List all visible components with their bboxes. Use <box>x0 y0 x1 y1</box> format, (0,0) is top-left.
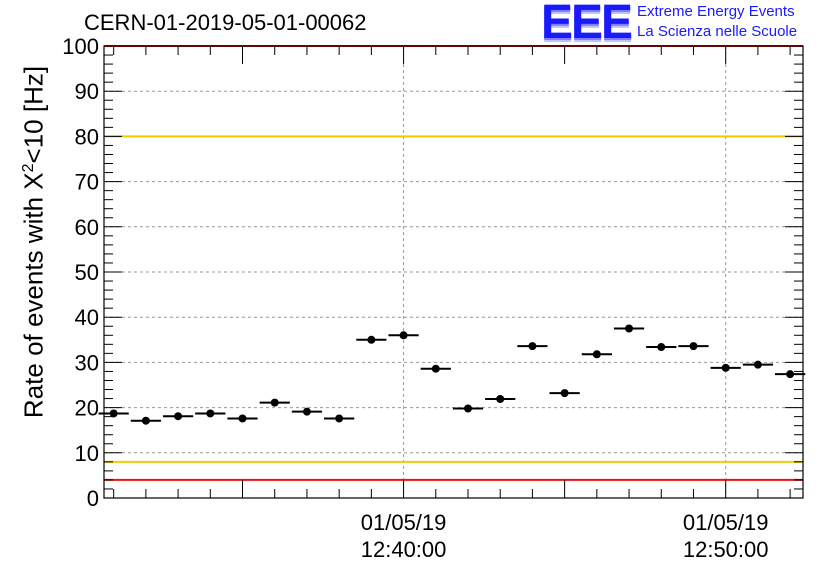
x-tick-label-time: 12:40:00 <box>361 537 447 562</box>
data-point <box>496 395 505 404</box>
data-point <box>657 343 666 352</box>
data-point <box>689 342 698 351</box>
y-tick-label: 10 <box>75 441 99 466</box>
data-point <box>721 363 730 372</box>
data-point <box>431 364 440 373</box>
logo-subtitle-line1: Extreme Energy Events <box>637 3 795 20</box>
data-point <box>141 416 150 425</box>
data-point <box>528 342 537 351</box>
y-tick-label: 60 <box>75 215 99 240</box>
data-point <box>238 414 247 423</box>
data-point <box>335 414 344 423</box>
data-point <box>592 350 601 359</box>
y-tick-label: 90 <box>75 79 99 104</box>
data-point <box>753 360 762 369</box>
data-point <box>174 412 183 421</box>
run-title: CERN-01-2019-05-01-00062 <box>84 10 367 35</box>
y-tick-label: 70 <box>75 170 99 195</box>
data-point <box>206 409 215 418</box>
x-tick-label-date: 01/05/19 <box>683 510 769 535</box>
data-point <box>109 409 118 418</box>
data-point <box>560 389 569 398</box>
data-point <box>463 404 472 413</box>
y-tick-label: 0 <box>87 486 99 511</box>
data-point <box>270 398 279 407</box>
data-point <box>367 335 376 344</box>
data-point <box>786 370 795 379</box>
y-tick-label: 80 <box>75 124 99 149</box>
x-tick-label-date: 01/05/19 <box>361 510 447 535</box>
y-tick-label: 40 <box>75 305 99 330</box>
x-tick-label-time: 12:50:00 <box>683 537 769 562</box>
logo-subtitle-line2: La Scienza nelle Scuole <box>637 23 798 40</box>
y-tick-label: 20 <box>75 396 99 421</box>
y-tick-label: 30 <box>75 350 99 375</box>
eee-logo: EEE <box>541 0 633 49</box>
y-tick-label: 100 <box>62 34 99 59</box>
data-point <box>625 324 634 333</box>
y-tick-label: 50 <box>75 260 99 285</box>
data-point <box>399 331 408 340</box>
data-point <box>302 407 311 416</box>
